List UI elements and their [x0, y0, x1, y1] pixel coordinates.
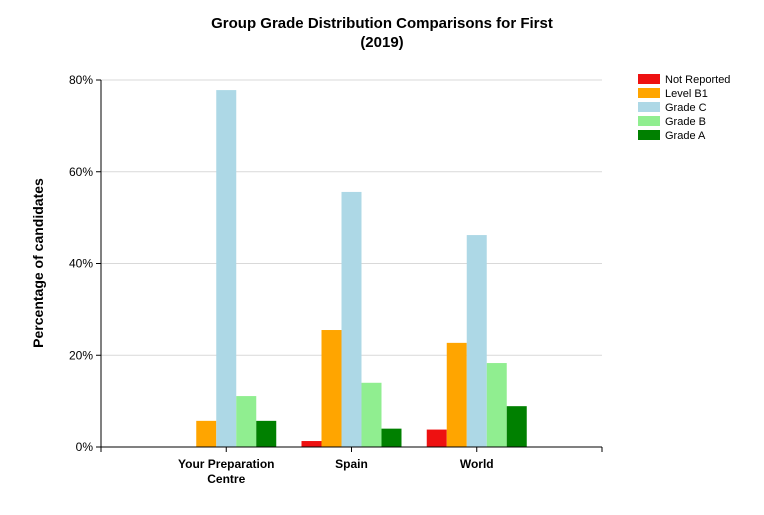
y-tick-label: 0% — [76, 440, 94, 454]
bar-grade-c — [216, 90, 237, 447]
bar-grade-a — [506, 406, 527, 447]
legend-swatch — [638, 88, 660, 98]
x-tick-label: World — [460, 457, 494, 471]
bar-grade-c — [341, 191, 362, 447]
x-tick-label: Your Preparation — [178, 457, 274, 471]
y-axis-label: Percentage of candidates — [30, 178, 46, 348]
legend-swatch — [638, 74, 660, 84]
chart-title-line-2: (2019) — [360, 34, 403, 51]
y-tick-label: 60% — [69, 165, 93, 179]
chart-title-line-1: Group Grade Distribution Comparisons for… — [211, 15, 553, 32]
legend-label: Grade A — [665, 130, 706, 142]
bar-grade-c — [466, 235, 487, 447]
bar-grade-b — [236, 396, 257, 447]
bar-not-reported — [426, 429, 447, 447]
x-tick-label: Centre — [207, 472, 245, 486]
bar-grade-b — [486, 363, 507, 447]
bar-level-b1 — [196, 420, 217, 447]
legend-label: Not Reported — [665, 74, 730, 86]
legend-swatch — [638, 116, 660, 126]
bar-grade-a — [256, 420, 277, 447]
y-tick-label: 20% — [69, 348, 93, 362]
y-tick-label: 80% — [69, 73, 93, 87]
legend-label: Grade B — [665, 116, 706, 128]
bar-not-reported — [301, 441, 322, 447]
bar-grade-b — [361, 382, 382, 447]
bar-level-b1 — [321, 330, 342, 447]
legend-swatch — [638, 130, 660, 140]
legend-label: Grade C — [665, 102, 707, 114]
legend-label: Level B1 — [665, 88, 708, 100]
bar-level-b1 — [446, 342, 467, 447]
y-tick-label: 40% — [69, 257, 93, 271]
x-tick-label: Spain — [335, 457, 368, 471]
legend-swatch — [638, 102, 660, 112]
bar-grade-a — [381, 428, 402, 447]
